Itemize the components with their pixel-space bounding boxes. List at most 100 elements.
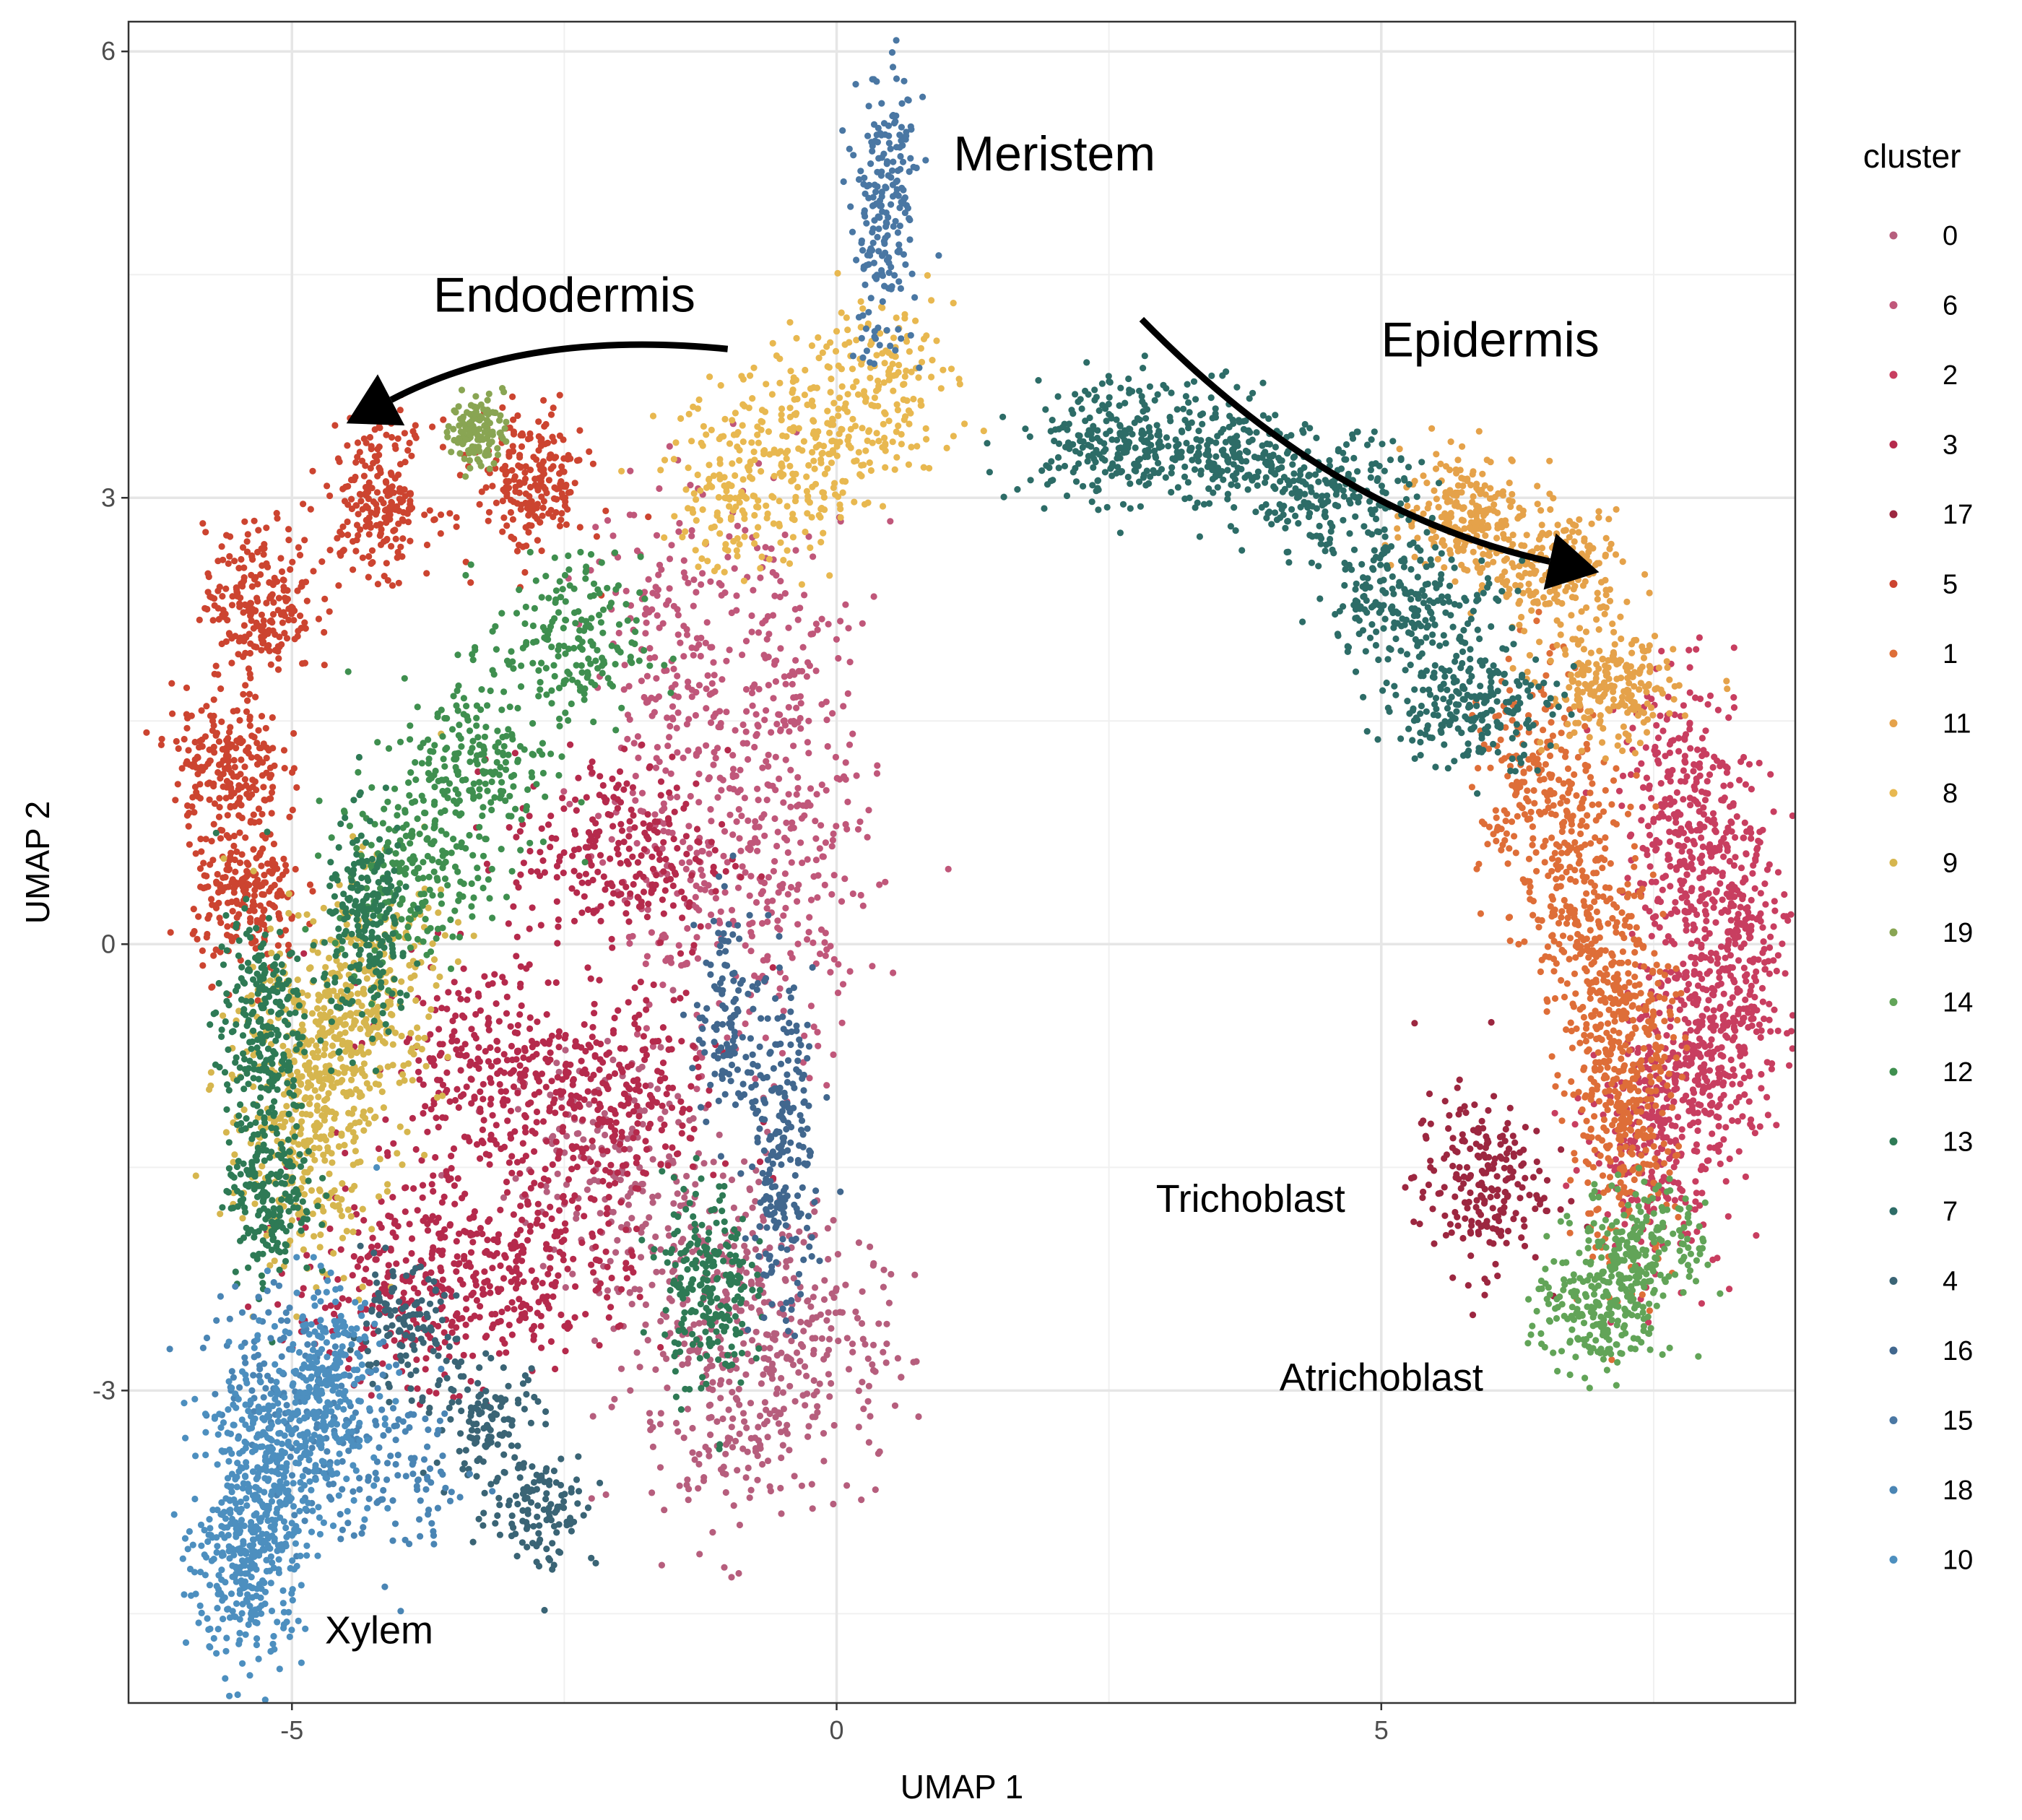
data-point bbox=[688, 872, 695, 879]
data-point bbox=[636, 1294, 643, 1301]
data-point bbox=[529, 1326, 536, 1333]
data-point bbox=[752, 1328, 760, 1335]
data-point bbox=[801, 1363, 809, 1370]
data-point bbox=[1563, 1182, 1570, 1190]
data-point bbox=[842, 759, 849, 766]
data-point bbox=[807, 896, 815, 904]
data-point bbox=[664, 714, 671, 722]
data-point bbox=[560, 1251, 567, 1258]
data-point bbox=[240, 622, 248, 629]
data-point bbox=[1702, 1166, 1709, 1173]
data-point bbox=[1732, 854, 1739, 861]
data-point bbox=[676, 1482, 683, 1489]
data-point bbox=[633, 1225, 641, 1233]
data-point bbox=[1762, 901, 1769, 908]
data-point bbox=[1766, 861, 1773, 868]
data-point bbox=[686, 859, 693, 866]
data-point bbox=[1649, 914, 1657, 922]
data-point bbox=[765, 763, 772, 770]
data-point bbox=[455, 1104, 462, 1112]
data-point bbox=[1506, 1164, 1514, 1171]
data-point bbox=[1694, 800, 1701, 807]
data-point bbox=[643, 672, 651, 680]
data-point bbox=[830, 1421, 838, 1429]
data-point bbox=[795, 667, 802, 675]
data-point bbox=[757, 1442, 764, 1449]
data-point bbox=[547, 1265, 554, 1272]
data-point bbox=[743, 1424, 750, 1431]
data-point bbox=[1695, 1118, 1702, 1126]
data-point bbox=[357, 1255, 365, 1262]
data-point bbox=[426, 507, 433, 514]
data-point bbox=[609, 1208, 617, 1216]
data-point bbox=[1712, 950, 1719, 958]
data-point bbox=[695, 748, 703, 755]
data-point bbox=[267, 617, 274, 624]
data-point bbox=[825, 1371, 832, 1378]
data-point bbox=[1717, 763, 1724, 770]
data-point bbox=[670, 1200, 677, 1207]
data-point bbox=[1789, 812, 1796, 820]
data-point bbox=[223, 932, 231, 939]
data-point bbox=[255, 727, 262, 734]
data-point bbox=[441, 1329, 448, 1336]
data-point bbox=[697, 923, 704, 930]
data-point bbox=[1483, 1218, 1491, 1225]
data-point bbox=[339, 485, 347, 493]
data-point bbox=[573, 807, 580, 814]
data-point bbox=[201, 884, 209, 891]
data-point bbox=[726, 533, 733, 540]
data-point bbox=[1456, 1164, 1463, 1171]
data-point bbox=[1674, 1114, 1682, 1121]
data-point bbox=[510, 1244, 518, 1252]
data-point bbox=[1719, 1053, 1727, 1060]
data-point bbox=[605, 1049, 613, 1057]
data-point bbox=[1520, 1216, 1527, 1223]
data-point bbox=[368, 485, 376, 492]
data-point bbox=[659, 620, 667, 627]
data-point bbox=[693, 688, 700, 696]
data-point bbox=[743, 1269, 750, 1276]
data-point bbox=[602, 886, 609, 893]
data-point bbox=[609, 890, 617, 897]
data-point bbox=[608, 900, 615, 907]
data-point bbox=[707, 911, 715, 919]
data-point bbox=[1695, 1101, 1702, 1108]
data-point bbox=[455, 989, 462, 997]
data-point bbox=[692, 855, 700, 862]
data-point bbox=[649, 1156, 656, 1163]
data-point bbox=[248, 571, 255, 579]
data-point bbox=[763, 707, 770, 714]
data-point bbox=[771, 1407, 778, 1414]
data-point bbox=[510, 1083, 518, 1091]
data-point bbox=[441, 1193, 448, 1200]
data-point bbox=[489, 980, 496, 987]
data-point bbox=[840, 703, 847, 710]
data-point bbox=[1659, 1134, 1667, 1141]
data-point bbox=[249, 903, 256, 910]
data-point bbox=[439, 443, 447, 451]
data-point bbox=[765, 654, 772, 661]
data-point bbox=[762, 1355, 769, 1362]
data-point bbox=[1431, 1240, 1438, 1247]
data-point bbox=[766, 1244, 773, 1252]
data-point bbox=[830, 956, 838, 963]
data-point bbox=[604, 810, 612, 818]
data-point bbox=[363, 439, 370, 446]
data-point bbox=[735, 1569, 742, 1577]
data-point bbox=[732, 727, 739, 734]
data-point bbox=[763, 1418, 771, 1425]
data-point bbox=[526, 812, 533, 820]
data-point bbox=[350, 1253, 357, 1260]
data-point bbox=[652, 1233, 659, 1241]
data-point bbox=[625, 999, 632, 1006]
data-point bbox=[250, 846, 257, 853]
data-point bbox=[663, 1355, 670, 1362]
data-point bbox=[589, 1034, 596, 1041]
data-point bbox=[635, 1185, 642, 1192]
data-point bbox=[814, 1028, 821, 1036]
data-point bbox=[687, 1347, 695, 1354]
data-point bbox=[1493, 1173, 1501, 1180]
data-point bbox=[1644, 852, 1651, 859]
data-point bbox=[1768, 1065, 1775, 1072]
